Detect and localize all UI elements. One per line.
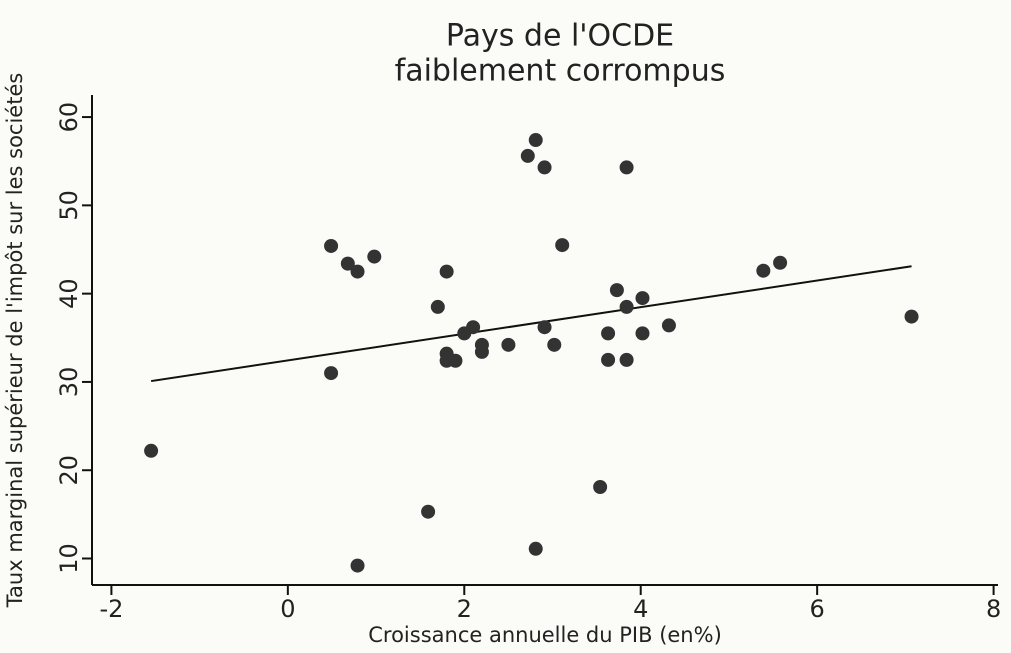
point (537, 160, 552, 175)
point (555, 238, 570, 253)
x-tick-label: 4 (633, 595, 648, 623)
point (520, 148, 535, 163)
y-tick-label: 30 (55, 367, 83, 398)
point (324, 238, 339, 253)
point (773, 255, 788, 270)
x-tick-label: -2 (99, 595, 123, 623)
point (619, 160, 634, 175)
chart-title: Pays de l'OCDE (446, 19, 674, 54)
point (528, 541, 543, 556)
point (619, 352, 634, 367)
point (367, 249, 382, 264)
point (474, 344, 489, 359)
y-tick-label: 50 (55, 190, 83, 221)
point (430, 299, 445, 314)
point (466, 320, 481, 335)
fit-line (150, 265, 912, 383)
x-tick-label: 8 (986, 595, 1001, 623)
point (609, 283, 624, 298)
point (501, 337, 516, 352)
point (601, 326, 616, 341)
point (547, 337, 562, 352)
y-tick-label: 10 (55, 543, 83, 574)
point (601, 352, 616, 367)
point (421, 504, 436, 519)
x-tick-label: 6 (810, 595, 825, 623)
point (537, 320, 552, 335)
point (528, 133, 543, 148)
point (340, 256, 355, 271)
point (350, 264, 365, 279)
point (756, 263, 771, 278)
point (448, 353, 463, 368)
point (635, 326, 650, 341)
x-tick-label: 2 (457, 595, 472, 623)
point (439, 264, 454, 279)
point (593, 480, 608, 494)
point (904, 309, 919, 324)
x-tick-label: 0 (280, 595, 295, 623)
point (350, 558, 365, 573)
point (661, 318, 676, 333)
point (324, 366, 339, 381)
y-tick-label: 20 (55, 455, 83, 486)
chart-title: faiblement corrompus (395, 54, 726, 89)
y-tick-label: 60 (55, 102, 83, 133)
point (635, 291, 650, 306)
y-tick-label: 40 (55, 278, 83, 309)
point (619, 299, 634, 314)
y-axis-label: Taux marginal supérieur de l'impôt sur l… (3, 73, 27, 609)
x-axis-label: Croissance annuelle du PIB (en%) (368, 623, 722, 647)
point (144, 443, 159, 458)
